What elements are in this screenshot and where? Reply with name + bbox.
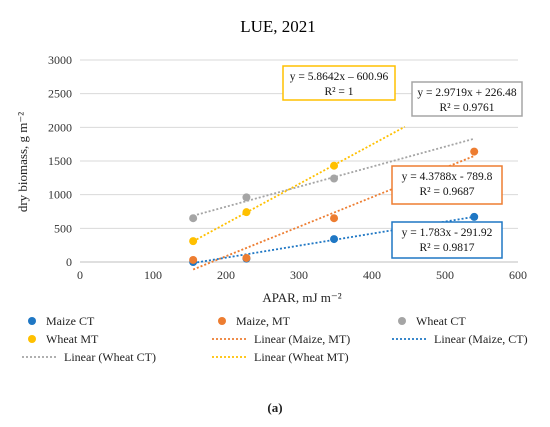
legend-label: Linear (Wheat CT) — [64, 350, 156, 364]
data-point — [189, 214, 198, 223]
x-tick-label: 0 — [77, 268, 83, 282]
legend-label: Wheat CT — [416, 314, 466, 328]
x-tick-label: 300 — [290, 268, 308, 282]
legend-marker — [398, 317, 406, 325]
legend-label: Maize CT — [46, 314, 95, 328]
y-tick-label: 2000 — [48, 120, 72, 134]
legend-label: Linear (Maize, MT) — [254, 332, 350, 346]
y-tick-label: 0 — [66, 255, 72, 269]
legend-marker — [28, 317, 36, 325]
x-tick-label: 100 — [144, 268, 162, 282]
chart-title: LUE, 2021 — [240, 17, 316, 36]
x-tick-label: 200 — [217, 268, 235, 282]
axes: 0 500 1000 1500 2000 2500 3000 0 100 200 300 400 500… — [48, 53, 527, 282]
annotation-box — [411, 81, 523, 117]
lue-chart: LUE, 2021 0 500 1000 1500 2000 2500 3000 0 100 20… — [15, 17, 528, 364]
data-point — [189, 255, 198, 264]
annotation-r2: R² = 0.9761 — [440, 102, 495, 114]
data-point — [470, 212, 479, 221]
legend-label: Maize, MT — [236, 314, 291, 328]
x-tick-label: 500 — [436, 268, 454, 282]
annotation-r2: R² = 1 — [324, 86, 353, 98]
trendline-annotations: y = 5.8642x – 600.96 R² = 1 y = 2.9719x + … — [282, 65, 523, 259]
data-point — [330, 214, 339, 223]
data-point — [189, 237, 198, 246]
y-tick-label: 1000 — [48, 188, 72, 202]
legend-marker — [28, 335, 36, 343]
annotation-equation: y = 5.8642x – 600.96 — [290, 71, 389, 83]
data-point — [330, 235, 339, 244]
annotation-equation: y = 2.9719x + 226.48 — [417, 87, 516, 99]
x-tick-label: 400 — [363, 268, 381, 282]
legend-label: Linear (Maize, CT) — [434, 332, 528, 346]
annotation-r2: R² = 0.9687 — [420, 186, 475, 198]
data-point — [242, 253, 251, 262]
annotation-equation: y = 1.783x - 291.92 — [402, 227, 493, 239]
data-point — [330, 161, 339, 170]
annotation-box — [391, 165, 503, 205]
data-point — [242, 193, 251, 202]
x-tick-label: 600 — [509, 268, 527, 282]
annotation-box — [282, 65, 396, 101]
y-tick-label: 500 — [54, 221, 72, 235]
legend: Maize CT Maize, MT Wheat CT Wheat MT Linear … — [22, 314, 528, 364]
annotation-box — [391, 221, 503, 259]
annotation-r2: R² = 0.9817 — [420, 242, 475, 254]
y-tick-label: 1500 — [48, 154, 72, 168]
legend-marker — [218, 317, 226, 325]
data-point — [330, 174, 339, 183]
y-tick-label: 3000 — [48, 53, 72, 67]
y-axis-label: dry biomass, g m⁻² — [15, 112, 30, 212]
data-point — [470, 147, 479, 156]
data-point — [242, 208, 251, 217]
y-tick-label: 2500 — [48, 87, 72, 101]
annotation-equation: y = 4.3788x - 789.8 — [402, 171, 493, 183]
legend-label: Linear (Wheat MT) — [254, 350, 349, 364]
data-points — [189, 147, 479, 266]
figure-caption: (a) — [267, 400, 283, 415]
trendline — [192, 125, 406, 243]
legend-label: Wheat MT — [46, 332, 99, 346]
x-axis-label: APAR, mJ m⁻² — [262, 290, 341, 305]
